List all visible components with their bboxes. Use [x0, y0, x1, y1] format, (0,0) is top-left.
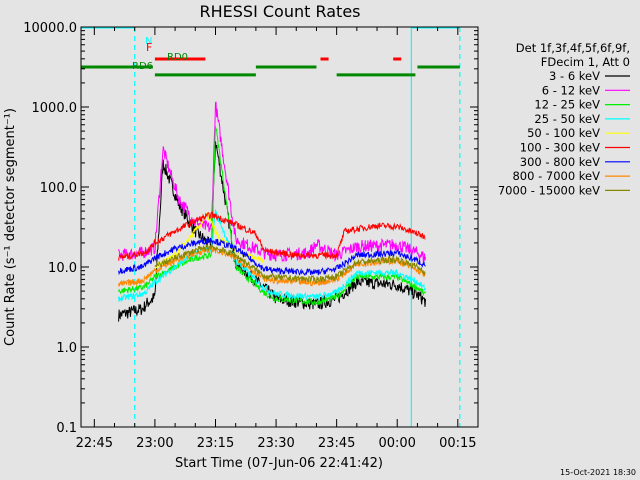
plot-frame	[80, 26, 479, 428]
chart-title: RHESSI Count Rates	[200, 2, 361, 21]
y-tick-label: 10.0	[48, 261, 77, 276]
y-tick-label: 1.0	[56, 341, 77, 356]
y-tick-label: 0.1	[56, 421, 77, 436]
state-bar-label: F	[146, 41, 152, 54]
x-tick-label: 00:15	[439, 436, 476, 451]
legend-entry-label: 12 - 25 keV	[534, 98, 600, 112]
legend-entry-label: 3 - 6 keV	[549, 69, 600, 83]
state-bar-label: RD6	[132, 61, 153, 72]
x-axis-label: Start Time (07-Jun-06 22:41:42)	[175, 456, 383, 471]
legend-entry-label: 800 - 7000 keV	[512, 169, 600, 183]
legend-header-line: FDecim 1, Att 0	[541, 55, 630, 69]
series-line	[118, 237, 426, 276]
x-tick-label: 23:45	[318, 436, 355, 451]
legend-entry-label: 6 - 12 keV	[542, 83, 600, 97]
x-tick-label: 23:15	[197, 436, 234, 451]
state-bar-label: RD0	[167, 52, 188, 63]
y-axis: 0.1 1.0 10.0 100.0 1000.0 10000.0	[23, 21, 478, 436]
series-line	[118, 244, 426, 287]
legend: Det 1f,3f,4f,5f,6f,9f,FDecim 1, Att 03 -…	[498, 41, 630, 197]
series-line	[118, 209, 426, 302]
legend-entry-label: 100 - 300 keV	[520, 141, 600, 155]
legend-entry-label: 7000 - 15000 keV	[498, 183, 600, 197]
state-bar-label: N	[145, 36, 152, 47]
x-tick-label: 22:45	[76, 436, 113, 451]
series-line	[118, 210, 426, 261]
series-line	[118, 101, 426, 263]
x-axis: 22:45 23:00 23:15 23:30 23:45 00:00 00:15	[76, 27, 479, 451]
series-line	[154, 242, 426, 284]
x-tick-label: 23:00	[136, 436, 173, 451]
legend-entry-label: 300 - 800 keV	[520, 155, 600, 169]
y-axis-label: Count Rate (s⁻¹ detector segment⁻¹)	[3, 108, 18, 346]
y-tick-label: 1000.0	[32, 101, 78, 116]
legend-header-line: Det 1f,3f,4f,5f,6f,9f,	[516, 41, 630, 55]
legend-entry-label: 50 - 100 keV	[527, 126, 600, 140]
y-tick-label: 100.0	[40, 181, 77, 196]
y-tick-label: 10000.0	[23, 21, 77, 36]
footer-timestamp: 15-Oct-2021 18:30	[560, 468, 636, 477]
x-tick-label: 23:30	[257, 436, 294, 451]
legend-entry-label: 25 - 50 keV	[534, 112, 600, 126]
x-tick-label: 00:00	[378, 436, 415, 451]
